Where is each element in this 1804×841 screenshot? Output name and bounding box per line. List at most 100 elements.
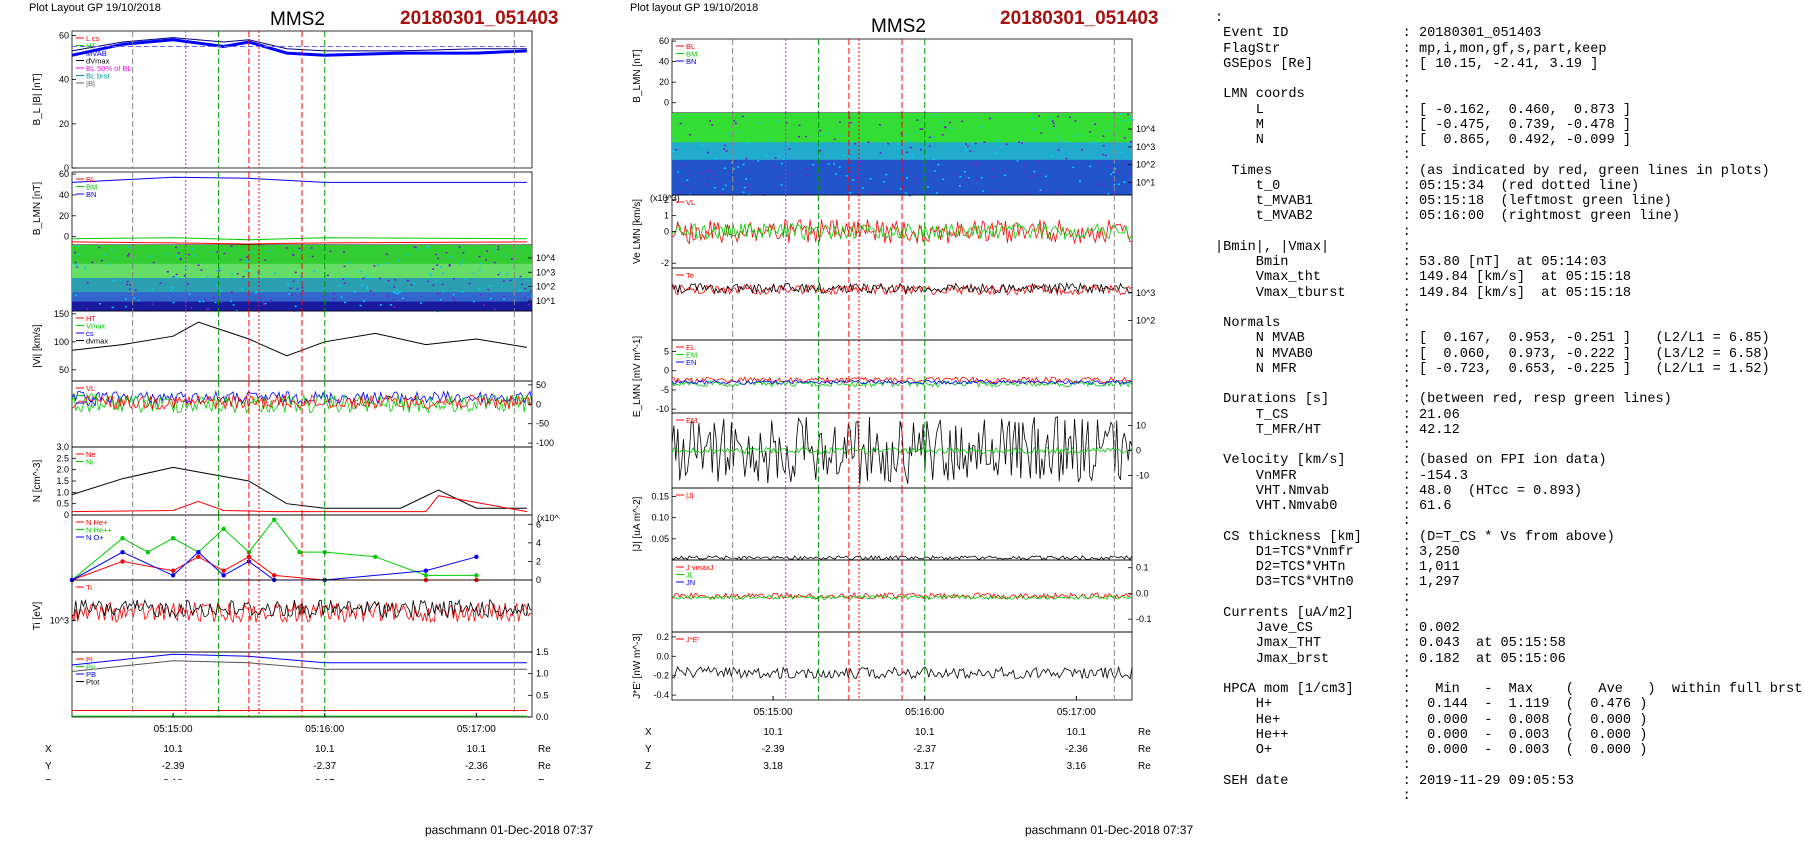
spectrogram-speck — [436, 310, 439, 313]
spectrogram-speck — [504, 255, 507, 257]
spectrogram-speck — [129, 284, 132, 286]
spectrogram-speck — [493, 261, 496, 264]
data-point — [474, 554, 479, 559]
spectrogram-speck — [780, 162, 783, 165]
spectrogram-speck — [242, 275, 245, 278]
y-tick-label: -2 — [661, 258, 669, 268]
spectrogram-speck — [849, 121, 852, 124]
spectrogram-speck — [737, 166, 740, 168]
info-line: : — [1215, 666, 1411, 682]
noise-trace — [671, 592, 1133, 601]
spectrogram-speck — [1016, 191, 1019, 193]
spectrogram-speck — [489, 297, 492, 300]
position-value: 10.1 — [915, 727, 935, 738]
data-point — [120, 559, 125, 564]
spectrogram-speck — [286, 284, 289, 286]
y-tick-label: 10^3 — [50, 616, 69, 626]
spectrogram-speck — [488, 285, 491, 287]
spectrogram-speck — [1107, 193, 1110, 195]
spectrogram-speck — [819, 149, 822, 152]
spectrogram-speck — [310, 247, 313, 249]
spectrogram-speck — [677, 171, 680, 173]
spectrogram-speck — [372, 294, 375, 296]
spectrogram-speck — [1057, 149, 1060, 152]
spectrogram-speck — [497, 273, 500, 276]
spectrogram-speck — [164, 253, 167, 255]
position-value: 3.16 — [467, 778, 487, 780]
y-tick-label: 10^1 — [536, 296, 555, 306]
spectrogram-speck — [708, 120, 711, 122]
y-axis-label: B_LMN [nT] — [32, 182, 43, 236]
position-value: 10.1 — [163, 744, 183, 755]
spectrogram-speck — [74, 263, 77, 266]
spectrogram-speck — [827, 163, 830, 165]
spectrogram-speck — [1004, 174, 1007, 177]
spectrogram-speck — [420, 302, 423, 304]
spectrogram-speck — [747, 193, 750, 196]
spectrogram-speck — [1127, 113, 1130, 116]
spectrogram-speck — [983, 141, 986, 143]
spectrogram-speck — [177, 252, 180, 254]
spectrogram-speck — [499, 271, 502, 274]
spectrogram-speck — [745, 178, 748, 180]
info-line: Bmin : 53.80 [nT] at 05:14:03 — [1215, 255, 1607, 270]
info-line: N : [ 0.865, 0.492, -0.099 ] — [1215, 133, 1632, 148]
spectrogram-speck — [867, 141, 870, 144]
left-layout-label: Plot Layout GP 19/10/2018 — [29, 2, 161, 14]
y-tick-label: 3.0 — [56, 442, 69, 452]
spectrogram-speck — [805, 174, 808, 177]
spectrogram-speck — [83, 268, 86, 271]
spectrogram-speck — [360, 270, 363, 273]
spectrogram-speck — [519, 275, 522, 278]
spectrogram-speck — [407, 279, 410, 282]
position-row-label: Y — [45, 761, 52, 772]
y-tick-label: 2 — [536, 556, 541, 566]
y-tick-label: 40 — [59, 190, 69, 200]
spectrogram-speck — [686, 179, 689, 182]
spectrogram-speck — [528, 297, 531, 300]
spectrogram-speck — [373, 265, 376, 267]
spectrogram-speck — [913, 178, 916, 180]
y-tick-label: 0.0 — [536, 712, 549, 722]
spectrogram-speck — [291, 293, 294, 296]
spectrogram-speck — [464, 277, 467, 280]
spectrogram-speck — [1113, 183, 1116, 186]
position-unit: Re — [538, 761, 551, 772]
legend-entry: BM — [686, 50, 697, 59]
info-line: FlagStr : mp,i,mon,gf,s,part,keep — [1215, 41, 1607, 57]
spectrogram-speck — [216, 284, 219, 287]
spectrogram-speck — [885, 173, 888, 176]
spectrogram-speck — [193, 255, 196, 257]
spectrogram-speck — [852, 123, 855, 126]
spectrogram-speck — [442, 290, 445, 292]
spectrogram-speck — [354, 291, 357, 293]
spectrogram-speck — [1097, 161, 1100, 163]
spectrogram-speck — [1111, 171, 1114, 174]
spectrogram-speck — [785, 121, 788, 124]
legend-entry: Pi — [86, 655, 93, 664]
spectrogram-speck — [91, 261, 94, 264]
spectrogram-speck — [104, 253, 107, 256]
spectrogram-speck — [1049, 118, 1052, 121]
spectrogram-speck — [175, 255, 178, 257]
spectrogram-speck — [506, 273, 509, 275]
legend-entry: cs — [86, 329, 94, 338]
info-line: VHT.Nmvab0 : 61.6 — [1215, 499, 1452, 514]
data-point — [170, 568, 176, 573]
middle-footer: paschmann 01-Dec-2018 07:37 — [1025, 823, 1194, 837]
spectrogram-speck — [397, 259, 400, 262]
spectrogram-speck — [868, 191, 871, 193]
spectrogram-speck — [733, 168, 736, 170]
legend-entry: |B| — [86, 79, 95, 88]
spectrogram-speck — [838, 121, 841, 123]
y-tick-label: 0 — [1136, 446, 1141, 456]
series-line — [71, 237, 527, 241]
position-unit: Re — [1138, 761, 1151, 772]
info-line: : — [1215, 438, 1411, 453]
spectrogram-speck — [442, 271, 445, 274]
spectrogram-speck — [347, 262, 350, 264]
spectrogram-speck — [958, 185, 961, 187]
spectrogram-speck — [299, 249, 302, 251]
spectrogram-speck — [672, 150, 675, 153]
spectrogram-speck — [798, 124, 801, 127]
